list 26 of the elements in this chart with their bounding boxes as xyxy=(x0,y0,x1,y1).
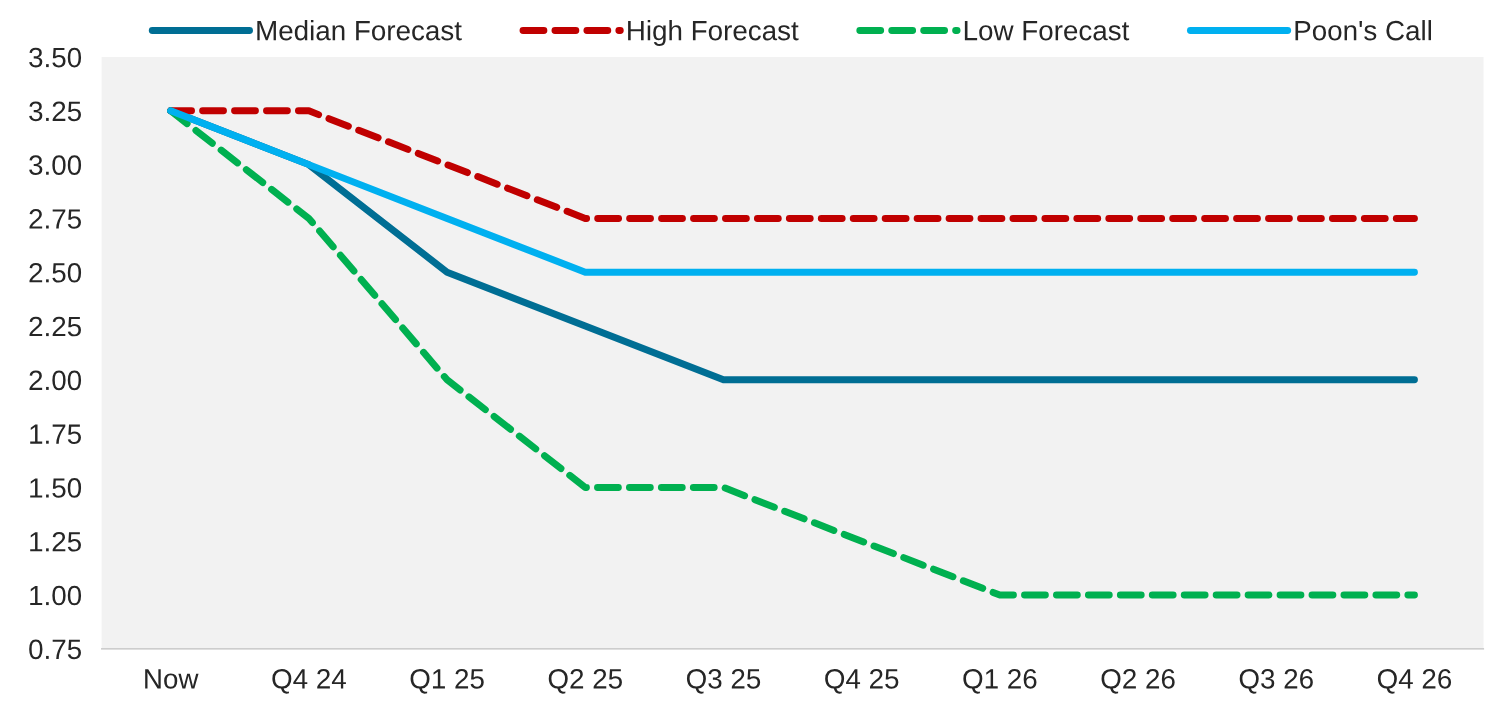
x-tick-label: Q2 25 xyxy=(548,669,622,694)
legend-label: High Forecast xyxy=(628,20,799,46)
x-tick-label: Q3 25 xyxy=(686,669,761,694)
y-tick-label: 2.50 xyxy=(29,262,82,283)
x-tick-label: Q4 24 xyxy=(272,669,346,694)
x-tick-label: Q3 26 xyxy=(1239,669,1313,694)
x-tick-label: Q1 25 xyxy=(410,669,484,694)
y-tick-label: 2.75 xyxy=(29,209,81,229)
y-tick-label: 2.00 xyxy=(29,370,82,391)
x-tick-label: Q1 26 xyxy=(963,669,1037,694)
y-tick-label: 0.75 xyxy=(29,639,81,660)
y-tick-label: 2.25 xyxy=(29,316,81,337)
y-tick-label: 1.00 xyxy=(30,585,82,606)
x-tick-label: Q4 25 xyxy=(825,669,899,694)
y-tick-label: 1.75 xyxy=(30,424,81,444)
x-tick-label: Q2 26 xyxy=(1101,669,1175,694)
y-tick-label: 3.25 xyxy=(29,101,81,122)
legend-label: Low Forecast xyxy=(964,21,1130,41)
legend-label: Median Forecast xyxy=(257,20,462,41)
y-tick-label: 1.25 xyxy=(30,531,81,552)
x-tick-label: Now xyxy=(145,669,199,689)
x-tick-label: Q4 26 xyxy=(1377,669,1452,694)
y-tick-label: 3.00 xyxy=(29,155,82,175)
y-tick-label: 1.50 xyxy=(30,478,82,498)
legend-label: Poon's Call xyxy=(1295,20,1431,41)
y-tick-label: 3.50 xyxy=(29,47,82,68)
